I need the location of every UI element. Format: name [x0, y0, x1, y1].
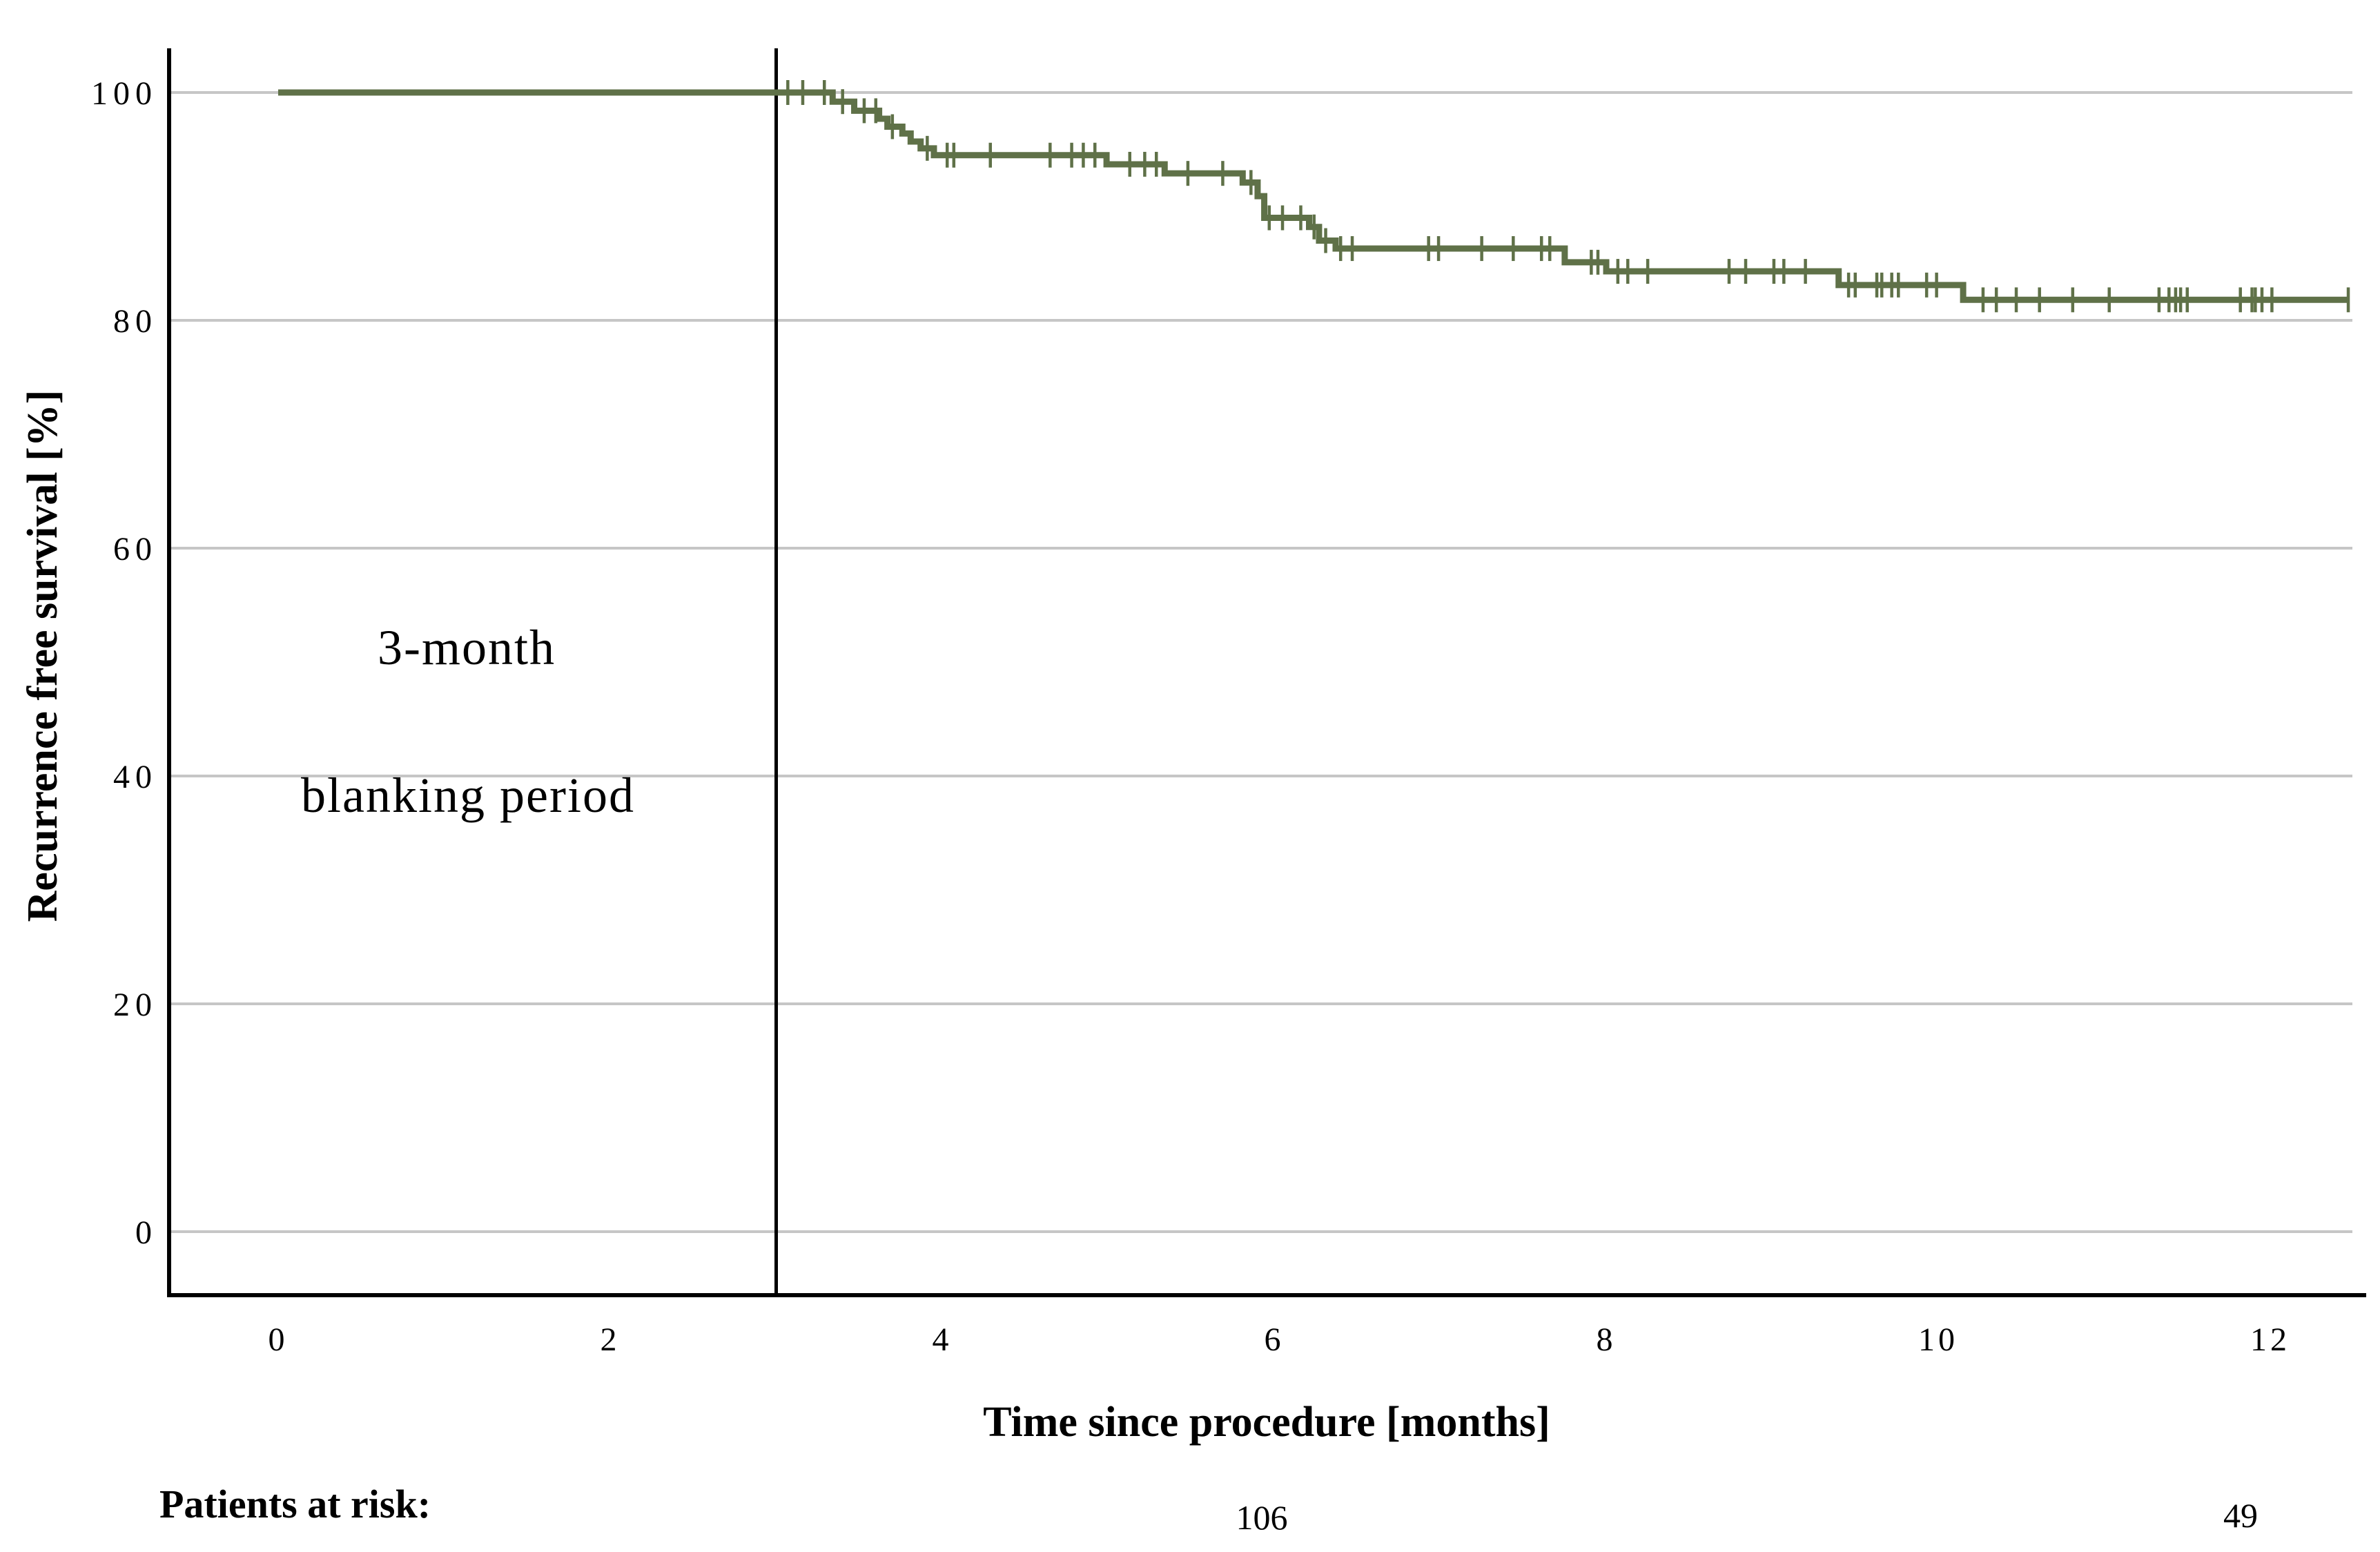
x-axis-title: Time since procedure [months]: [983, 1399, 1550, 1446]
at-risk-count-12mo: 49: [2223, 1496, 2258, 1535]
x-tick-label-10: 10: [1918, 1321, 1958, 1358]
y-tick-label-60: 60: [113, 531, 157, 568]
x-tick-label-8: 8: [1597, 1321, 1617, 1358]
y-axis-title: Recurrence free survival [%]: [19, 390, 66, 922]
x-tick-label-6: 6: [1265, 1321, 1285, 1358]
x-tick-label-0: 0: [269, 1321, 289, 1358]
x-tick-label-2: 2: [601, 1321, 621, 1358]
y-tick-label-0: 0: [135, 1214, 157, 1251]
y-tick-label-40: 40: [113, 759, 157, 795]
at-risk-count-6mo: 106: [1236, 1498, 1288, 1537]
y-tick-label-20: 20: [113, 987, 157, 1023]
x-tick-label-4: 4: [933, 1321, 953, 1358]
y-tick-label-100: 100: [91, 75, 157, 112]
blanking-annotation-line1: 3-month: [378, 620, 556, 675]
patients-at-risk-label: Patients at risk:: [159, 1482, 431, 1526]
survival-curve: [278, 89, 2349, 303]
x-tick-label-12: 12: [2250, 1321, 2290, 1358]
blanking-annotation-line2: blanking period: [301, 768, 635, 823]
y-tick-label-80: 80: [113, 303, 157, 340]
chart-generated-layer: 0 20 40 60 80 100 0 2 4 6 8 10 12: [91, 48, 2366, 1358]
